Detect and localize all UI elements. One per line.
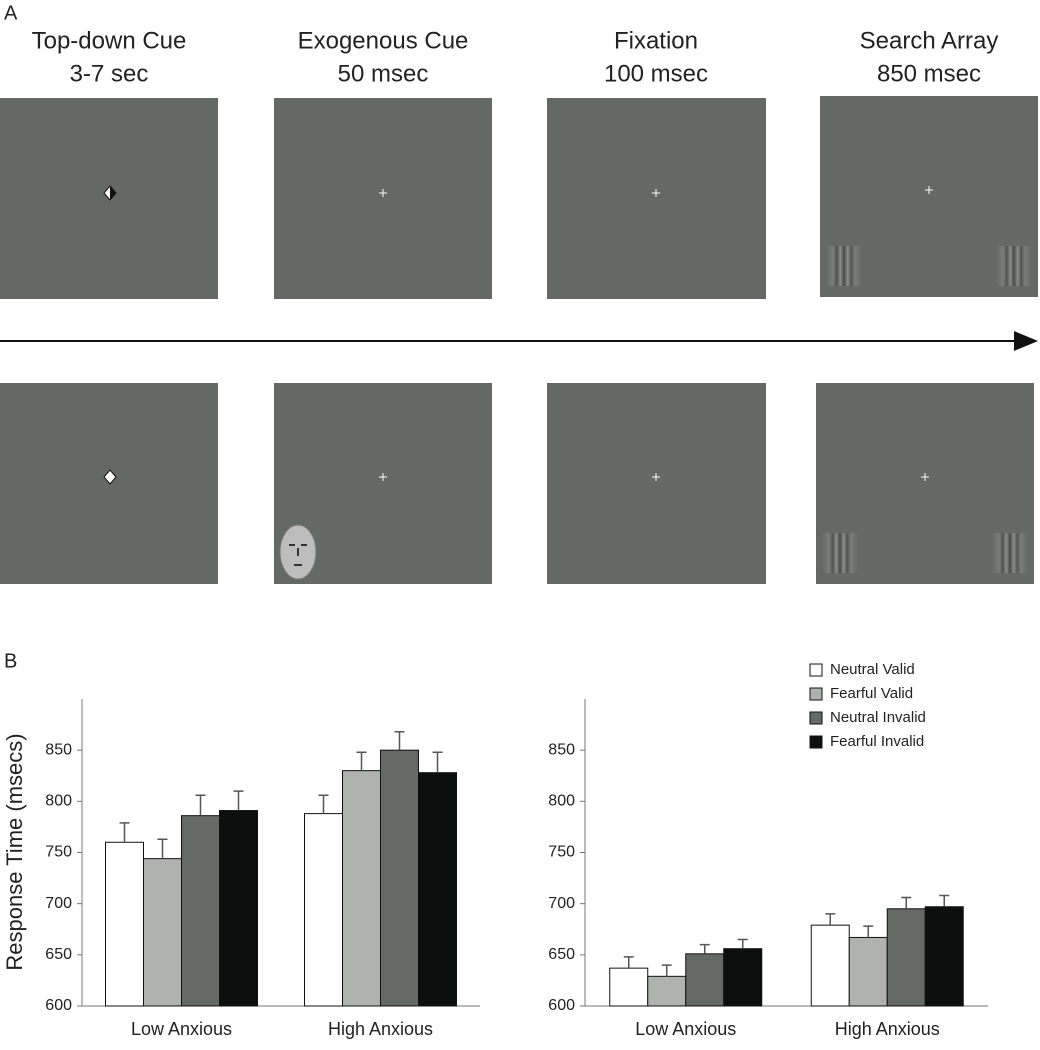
stage-duration: 50 msec bbox=[338, 60, 429, 87]
gabor bbox=[996, 246, 1032, 286]
y-tick-label: 600 bbox=[548, 997, 575, 1014]
error-bar bbox=[699, 943, 710, 954]
legend-swatch bbox=[809, 711, 823, 725]
legend-label: Neutral Invalid bbox=[830, 709, 926, 726]
bar bbox=[723, 948, 763, 1007]
gabor bbox=[826, 246, 862, 286]
screen bbox=[274, 98, 492, 299]
stage-title: Search Array bbox=[860, 27, 999, 54]
fixation bbox=[921, 473, 929, 481]
error-bar bbox=[318, 794, 329, 814]
x-tick-label: Low Anxious bbox=[131, 1019, 232, 1039]
legend-label: Fearful Invalid bbox=[830, 733, 924, 750]
fixation bbox=[925, 186, 933, 194]
bar bbox=[143, 858, 182, 1007]
bar bbox=[848, 936, 888, 1007]
error-bar bbox=[661, 964, 672, 977]
stage-title: Top-down Cue bbox=[32, 27, 187, 54]
stage-title: Exogenous Cue bbox=[298, 27, 469, 54]
error-bar bbox=[157, 838, 168, 859]
screen bbox=[547, 383, 766, 584]
gabor bbox=[822, 533, 858, 573]
error-bar bbox=[863, 925, 874, 938]
legend-label: Neutral Valid bbox=[830, 661, 915, 678]
bar bbox=[685, 953, 725, 1007]
bar bbox=[418, 772, 457, 1007]
y-axis-label: Response Time (msecs) bbox=[2, 733, 27, 970]
face-features bbox=[289, 544, 307, 566]
y-tick-label: 800 bbox=[45, 793, 72, 810]
bar bbox=[219, 810, 258, 1007]
legend-label: Fearful Valid bbox=[830, 685, 913, 702]
bar bbox=[304, 813, 343, 1007]
error-bar bbox=[119, 822, 130, 843]
bar bbox=[886, 908, 926, 1007]
panel-label: B bbox=[4, 650, 17, 672]
bar bbox=[924, 906, 964, 1007]
fixation bbox=[652, 189, 660, 197]
stage-duration: 100 msec bbox=[604, 60, 708, 87]
legend-swatch bbox=[809, 687, 823, 701]
error-bar bbox=[356, 751, 367, 771]
y-tick-label: 700 bbox=[45, 895, 72, 912]
screen bbox=[547, 98, 766, 299]
y-tick-label: 850 bbox=[45, 741, 72, 758]
error-bar bbox=[901, 896, 912, 909]
y-tick-label: 650 bbox=[45, 946, 72, 963]
fixation bbox=[652, 473, 660, 481]
error-bar bbox=[394, 730, 405, 751]
y-tick-label: 750 bbox=[548, 844, 575, 861]
legend-swatch bbox=[809, 735, 823, 749]
error-bar bbox=[623, 956, 634, 969]
bar bbox=[342, 770, 381, 1007]
error-bar bbox=[233, 790, 244, 811]
bar bbox=[609, 967, 649, 1007]
y-tick-label: 850 bbox=[548, 741, 575, 758]
fixation bbox=[379, 189, 387, 197]
y-tick-label: 650 bbox=[548, 946, 575, 963]
bar bbox=[181, 815, 220, 1007]
panel-label: A bbox=[4, 2, 18, 24]
legend-swatch bbox=[809, 663, 823, 677]
bar bbox=[647, 975, 687, 1007]
stage-duration: 850 msec bbox=[877, 60, 981, 87]
error-bar bbox=[195, 794, 206, 816]
bar bbox=[380, 749, 419, 1007]
error-bar bbox=[939, 894, 950, 907]
x-tick-label: Low Anxious bbox=[635, 1019, 736, 1039]
y-tick-label: 800 bbox=[548, 793, 575, 810]
y-tick-label: 700 bbox=[548, 895, 575, 912]
stage-title: Fixation bbox=[614, 27, 698, 54]
cue-half bbox=[110, 186, 116, 200]
error-bar bbox=[432, 751, 443, 773]
bar bbox=[105, 841, 144, 1007]
stage-duration: 3-7 sec bbox=[70, 60, 149, 87]
error-bar bbox=[737, 938, 748, 949]
y-tick-label: 750 bbox=[45, 844, 72, 861]
fixation bbox=[379, 473, 387, 481]
error-bar bbox=[825, 913, 836, 926]
y-tick-label: 600 bbox=[45, 997, 72, 1014]
x-tick-label: High Anxious bbox=[835, 1019, 940, 1039]
bar bbox=[810, 924, 850, 1007]
gabor bbox=[992, 533, 1028, 573]
x-tick-label: High Anxious bbox=[328, 1019, 433, 1039]
cue bbox=[103, 469, 117, 485]
